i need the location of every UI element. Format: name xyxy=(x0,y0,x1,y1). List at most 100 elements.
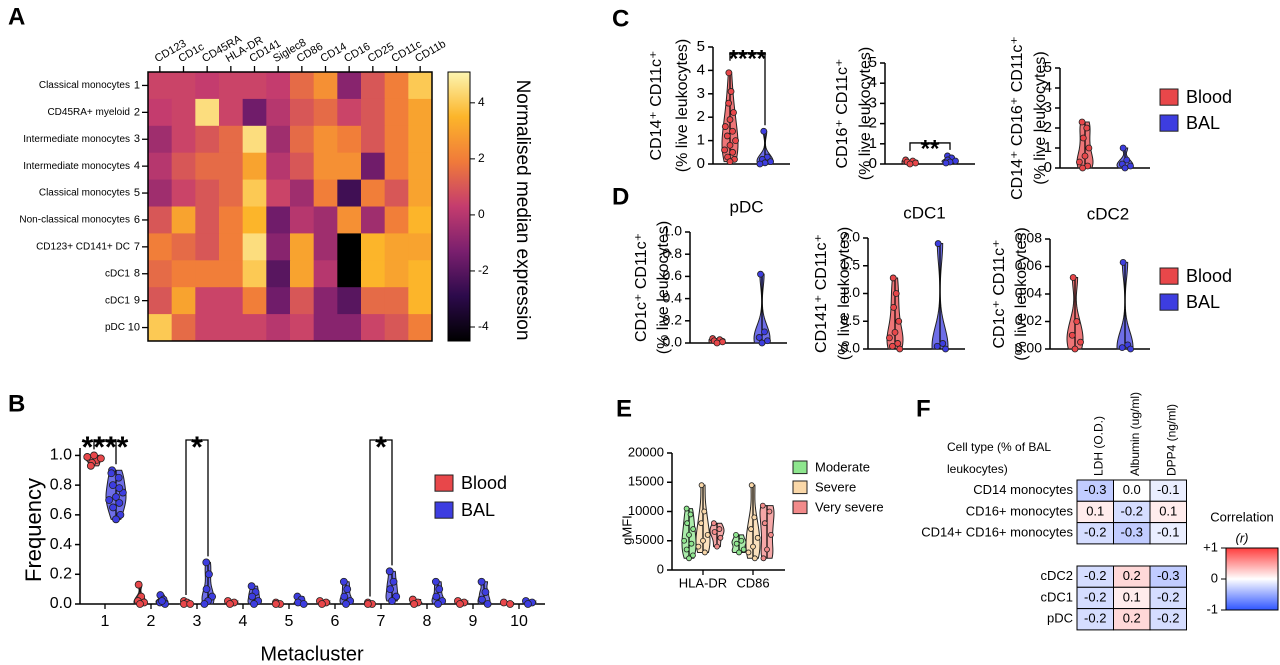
data-point xyxy=(1119,258,1127,266)
data-point xyxy=(717,534,724,541)
data-point xyxy=(683,546,690,553)
cell-value: -0.2 xyxy=(1121,503,1143,518)
data-point xyxy=(934,240,942,247)
y-tick-label: 0 xyxy=(1044,159,1052,176)
heatmap-cell xyxy=(148,287,173,315)
row-label: Intermediate monocytes xyxy=(23,134,130,145)
legend-swatch xyxy=(1159,267,1179,285)
heatmap-cell xyxy=(290,233,315,261)
cell-value: 0.0 xyxy=(1123,482,1141,497)
data-point xyxy=(1068,331,1076,339)
cell-value: 0.1 xyxy=(1123,589,1141,604)
heatmap-cell xyxy=(337,152,362,180)
significance-label: * xyxy=(375,431,387,464)
data-point xyxy=(112,515,120,524)
row-label: cDC1 xyxy=(105,268,130,279)
heatmap-cell xyxy=(148,233,173,261)
heatmap-cell xyxy=(148,314,173,342)
data-point xyxy=(912,159,919,167)
y-tick-label: 5 xyxy=(1044,59,1052,76)
data-point xyxy=(271,600,280,608)
heatmap-cell xyxy=(337,179,362,207)
heatmap-cell xyxy=(266,125,291,154)
heatmap-cell xyxy=(242,206,267,234)
heatmap-cell xyxy=(384,206,409,234)
y-axis-label: CD141⁺ CD11c⁺ xyxy=(813,234,830,353)
heatmap-cell xyxy=(219,98,244,127)
row-label: CD14+ CD16+ monocytes xyxy=(921,525,1073,540)
data-point xyxy=(386,585,395,594)
heatmap-cell xyxy=(361,125,386,154)
data-point xyxy=(499,598,508,607)
heatmap-cell xyxy=(408,125,433,154)
y-tick-label: 0.4 xyxy=(50,536,72,553)
heatmap-cell xyxy=(242,314,267,342)
cell-value: 0.1 xyxy=(1159,503,1177,518)
heatmap-cell xyxy=(171,314,196,342)
row-id: 10 xyxy=(128,321,140,333)
colorbar xyxy=(1225,547,1279,611)
heatmap-cell xyxy=(384,98,409,127)
x-tick-label: 3 xyxy=(193,613,202,630)
data-point xyxy=(761,520,768,527)
data-point xyxy=(483,600,492,608)
heatmap-cell xyxy=(313,125,338,154)
data-point xyxy=(714,543,720,550)
heatmap-cell xyxy=(408,206,433,234)
data-point xyxy=(755,334,763,341)
data-point xyxy=(756,160,764,168)
y-tick-label: 0.5 xyxy=(841,312,861,328)
x-tick-label: 8 xyxy=(423,613,432,630)
data-point xyxy=(388,597,396,605)
data-point xyxy=(721,146,728,154)
data-point xyxy=(115,499,124,507)
heatmap-cell xyxy=(195,260,220,288)
y-tick-label: 5 xyxy=(697,38,705,55)
cell-value: -0.1 xyxy=(1157,482,1179,497)
data-point xyxy=(1119,144,1127,152)
heatmap-cell xyxy=(266,260,291,288)
colorbar-label: Correlation xyxy=(1210,509,1274,524)
data-point xyxy=(1083,124,1091,132)
table-cell xyxy=(1149,522,1187,545)
heatmap-cell xyxy=(266,72,291,100)
heatmap-cell xyxy=(171,72,196,100)
data-point xyxy=(690,552,696,559)
colorbar-tick-label: 2 xyxy=(478,151,485,165)
heatmap-cell xyxy=(313,287,338,315)
heatmap-cell xyxy=(337,125,362,154)
data-point xyxy=(250,600,258,608)
heatmap-cell xyxy=(313,260,338,288)
data-point xyxy=(730,109,737,116)
data-point xyxy=(226,600,234,608)
heatmap-cell xyxy=(290,314,315,342)
data-point xyxy=(431,577,440,586)
row-id: 3 xyxy=(134,133,140,145)
heatmap-cell xyxy=(384,314,409,342)
heatmap-cell xyxy=(266,152,291,180)
row-id: 6 xyxy=(134,214,140,226)
significance-bracket xyxy=(93,439,117,465)
data-point xyxy=(725,99,732,107)
heatmap-cell xyxy=(290,98,315,127)
data-point xyxy=(760,555,767,562)
data-point xyxy=(109,503,117,512)
y-tick-label: 10000 xyxy=(628,503,664,518)
data-point xyxy=(1127,162,1134,170)
heatmap-cell xyxy=(148,206,173,234)
data-point xyxy=(738,537,745,544)
y-axis-label: gMFI xyxy=(619,515,634,545)
data-point xyxy=(892,290,900,297)
data-point xyxy=(340,592,349,601)
row-label: cDC1 xyxy=(105,295,130,306)
data-point xyxy=(727,88,735,95)
y-tick-label: 3 xyxy=(1044,99,1052,116)
heatmap-cell xyxy=(361,260,386,288)
y-tick-label: 1 xyxy=(869,135,877,152)
data-point xyxy=(1127,345,1134,353)
significance-bracket xyxy=(185,439,209,596)
legend-label: Very severe xyxy=(815,499,884,514)
cell-value: -0.2 xyxy=(1084,568,1106,583)
data-point xyxy=(766,508,773,515)
